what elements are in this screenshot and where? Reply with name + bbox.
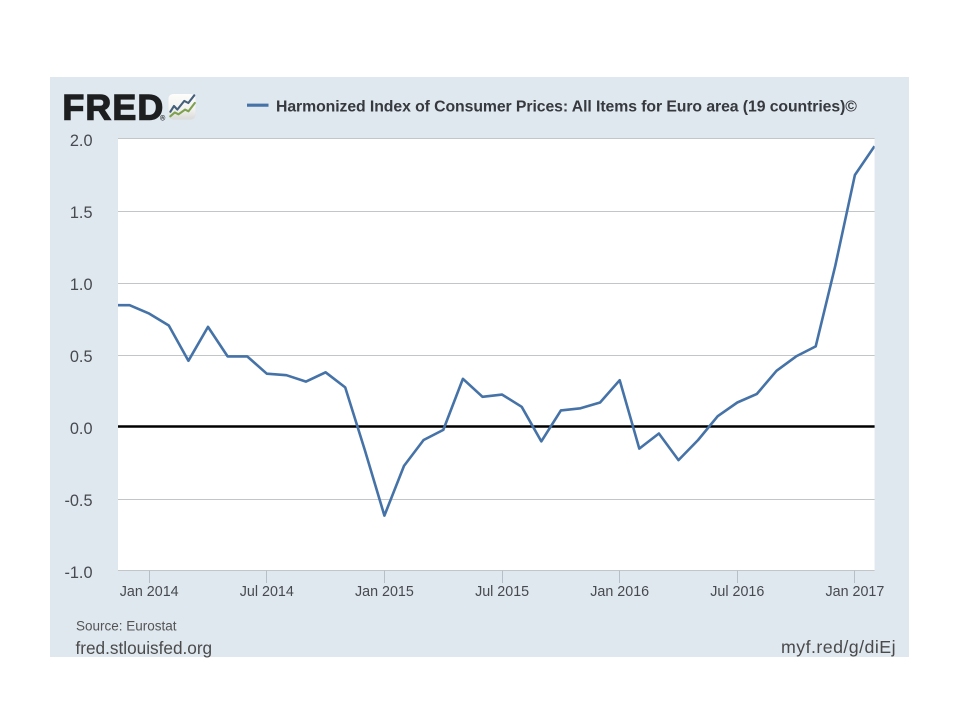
svg-text:1.5: 1.5 [70,204,93,222]
svg-text:Jul 2016: Jul 2016 [710,584,764,600]
svg-text:myf.red/g/diEj: myf.red/g/diEj [781,637,896,657]
svg-text:Jan 2017: Jan 2017 [825,584,884,600]
svg-text:fred.stlouisfed.org: fred.stlouisfed.org [76,638,213,658]
svg-text:0.0: 0.0 [70,420,93,438]
svg-text:®: ® [160,114,166,123]
svg-text:Jul 2014: Jul 2014 [240,584,294,600]
svg-text:2.0: 2.0 [70,132,93,150]
svg-text:Jan 2016: Jan 2016 [590,584,649,600]
svg-text:-0.5: -0.5 [64,492,92,510]
svg-text:Source: Eurostat: Source: Eurostat [76,619,177,634]
svg-text:Jan 2015: Jan 2015 [355,584,414,600]
svg-text:Jan 2014: Jan 2014 [120,584,179,600]
svg-text:-1.0: -1.0 [64,564,92,582]
svg-text:Jul 2015: Jul 2015 [475,584,529,600]
svg-text:1.0: 1.0 [70,276,93,294]
svg-text:Harmonized Index of Consumer P: Harmonized Index of Consumer Prices: All… [276,98,857,115]
svg-text:0.5: 0.5 [70,348,93,366]
svg-text:FRED: FRED [63,88,165,128]
